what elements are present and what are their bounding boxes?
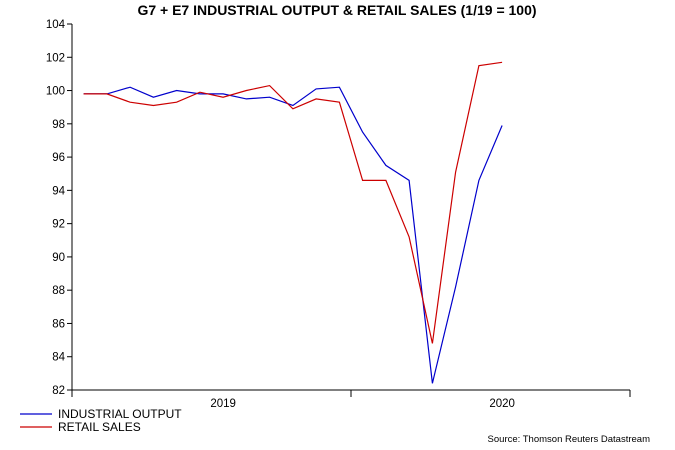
- y-tick-label: 94: [52, 185, 65, 197]
- x-tick-label: 2019: [210, 398, 236, 410]
- chart-title: G7 + E7 INDUSTRIAL OUTPUT & RETAIL SALES…: [137, 2, 536, 18]
- series-layer: [83, 61, 503, 384]
- y-tick-label: 86: [52, 318, 65, 330]
- y-tick-label: 82: [52, 385, 65, 397]
- series-line-industrial-output: [83, 86, 503, 384]
- axes: 82 84 86 88 90 92 94 96 98 100 102 104 2019 2020: [46, 19, 631, 410]
- y-tick-label: 98: [52, 119, 65, 131]
- y-tick-label: 102: [46, 52, 65, 64]
- x-tick-label: 2020: [489, 398, 515, 410]
- y-tick-label: 96: [52, 152, 65, 164]
- legend-label: RETAIL SALES: [58, 420, 141, 434]
- y-tick-label: 88: [52, 285, 65, 297]
- y-tick-label: 104: [46, 19, 66, 31]
- source-note: Source: Thomson Reuters Datastream: [488, 434, 651, 445]
- y-tick-label: 90: [52, 252, 65, 264]
- y-tick-label: 92: [52, 219, 65, 231]
- y-tick-label: 84: [52, 352, 65, 364]
- y-tick-label: 100: [46, 86, 65, 98]
- legend-label: INDUSTRIAL OUTPUT: [58, 407, 182, 421]
- series-line-retail-sales: [83, 61, 503, 344]
